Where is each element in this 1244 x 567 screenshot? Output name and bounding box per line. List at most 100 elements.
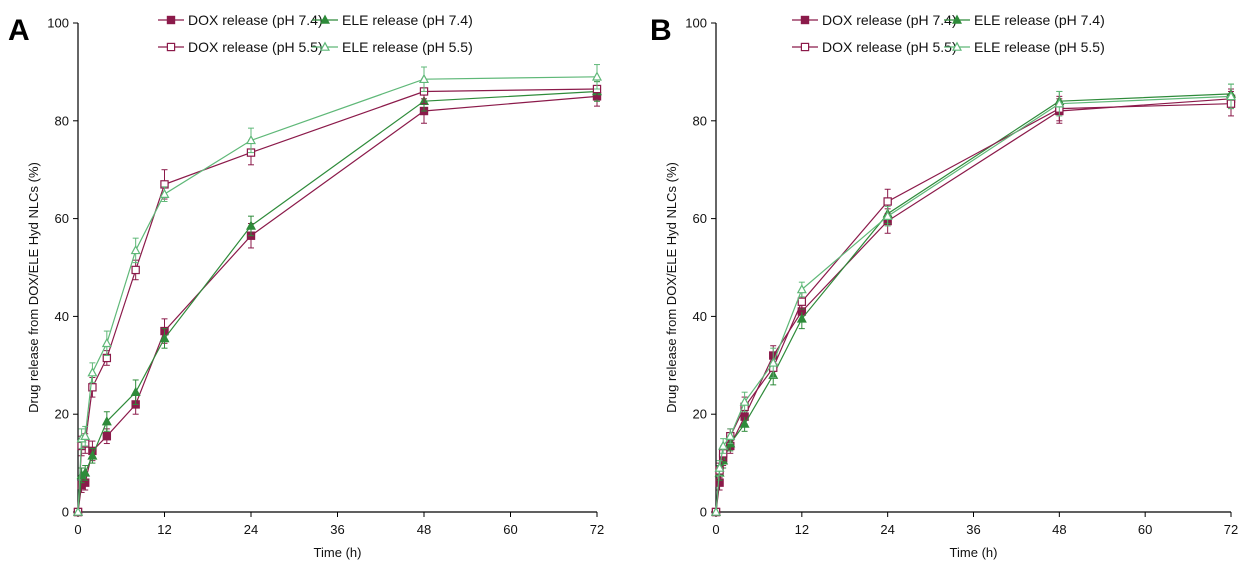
legend-item: ELE release (pH 7.4) [944,12,1105,28]
x-tick-label: 72 [590,522,604,537]
data-point [245,134,257,145]
series-1 [711,88,1236,517]
x-tick-label: 24 [244,522,258,537]
data-point [797,297,807,306]
release-chart-a: 0 20 40 60 80 100 0 12 24 36 48 60 72 Time (h) Drug re… [26,12,604,561]
data-point [87,450,98,460]
axes: 0 20 40 60 80 100 0 12 24 36 48 60 72 Time (h) Drug re… [26,16,604,561]
legend-marker [800,15,810,25]
legend-item: ELE release (pH 5.5) [944,39,1105,55]
y-axis-label: Drug release from DOX/ELE Hyd NLCs (%) [26,162,41,413]
data-point [1225,90,1237,101]
x-tick-label: 24 [880,522,894,537]
legend-label: ELE release (pH 7.4) [342,12,473,28]
series-4 [72,64,603,516]
data-point [80,467,91,477]
release-chart-b: 0 20 40 60 80 100 0 12 24 36 48 60 72 Time (h) Drug re… [664,12,1238,561]
y-tick-label: 60 [55,211,69,226]
series-line [715,93,1232,513]
data-point [1054,98,1065,108]
data-point [883,197,892,206]
data-point [101,337,112,348]
data-point [739,396,750,406]
data-point [72,506,84,516]
panel-label-b: B [650,14,672,47]
legend: DOX release (pH 7.4) ELE release (pH 7.4)… [158,12,473,55]
data-point [80,430,91,441]
y-tick-label: 40 [55,309,69,324]
data-point [245,220,257,230]
x-tick-label: 48 [417,522,431,537]
x-tick-label: 12 [795,522,809,537]
x-tick-label: 36 [966,522,980,537]
data-point [768,357,779,367]
x-tick-label: 12 [157,522,171,537]
legend-item: ELE release (pH 5.5) [312,39,473,55]
series-2 [72,81,603,516]
data-point [88,383,97,392]
data-point [101,416,112,426]
legend-item: DOX release (pH 7.4) [158,12,323,28]
legend-label: ELE release (pH 5.5) [974,39,1105,55]
data-point [418,73,430,84]
legend: DOX release (pH 7.4) ELE release (pH 7.4)… [792,12,1105,55]
axes: 0 20 40 60 80 100 0 12 24 36 48 60 72 Time (h) Drug re… [664,16,1238,561]
x-tick-label: 36 [330,522,344,537]
y-tick-label: 60 [693,211,707,226]
x-tick-label: 72 [1224,522,1238,537]
data-point [718,440,729,450]
y-tick-label: 20 [693,407,707,422]
legend-item: ELE release (pH 7.4) [312,12,473,28]
y-tick-label: 100 [685,16,707,31]
data-point [796,284,807,294]
data-point [882,210,893,220]
legend-label: DOX release (pH 7.4) [188,12,323,28]
data-point [131,265,140,275]
data-point [725,430,736,441]
series-line [77,76,598,513]
series-line [715,98,1232,513]
x-axis-label: Time (h) [950,545,998,560]
series-line [715,103,1232,513]
x-tick-label: 0 [74,522,81,537]
y-tick-label: 40 [693,309,707,324]
series-3 [711,90,1236,517]
x-axis-label: Time (h) [314,545,362,560]
legend-marker [951,41,963,51]
series-1 [73,86,602,517]
data-point [796,313,807,323]
x-tick-label: 0 [712,522,719,537]
y-tick-label: 80 [693,113,707,128]
data-point [739,418,750,428]
x-tick-label: 48 [1052,522,1066,537]
legend-label: DOX release (pH 7.4) [822,12,957,28]
legend-item: DOX release (pH 5.5) [158,39,323,55]
data-point [710,506,722,516]
series-line [715,95,1232,513]
data-point [159,332,170,343]
legend-marker [319,41,331,51]
series-2 [710,83,1237,516]
x-tick-label: 60 [503,522,517,537]
data-point [87,367,98,377]
panel-label-a: A [8,14,30,47]
series-4 [710,83,1237,516]
legend-label: DOX release (pH 5.5) [188,39,323,55]
data-point [591,71,603,81]
x-tick-label: 60 [1138,522,1152,537]
y-tick-label: 20 [55,407,69,422]
series-line [77,90,598,513]
legend-marker [166,42,176,52]
legend-marker [800,42,810,52]
legend-marker [951,14,963,24]
y-tick-label: 0 [700,505,707,520]
y-axis-label: Drug release from DOX/ELE Hyd NLCs (%) [664,162,679,413]
legend-item: DOX release (pH 5.5) [792,39,957,55]
data-point [159,188,170,198]
series-3 [73,78,602,517]
data-point [714,462,725,472]
legend-marker [166,15,176,25]
y-tick-label: 100 [47,16,69,31]
legend-item: DOX release (pH 7.4) [792,12,957,28]
series-line [77,95,598,513]
